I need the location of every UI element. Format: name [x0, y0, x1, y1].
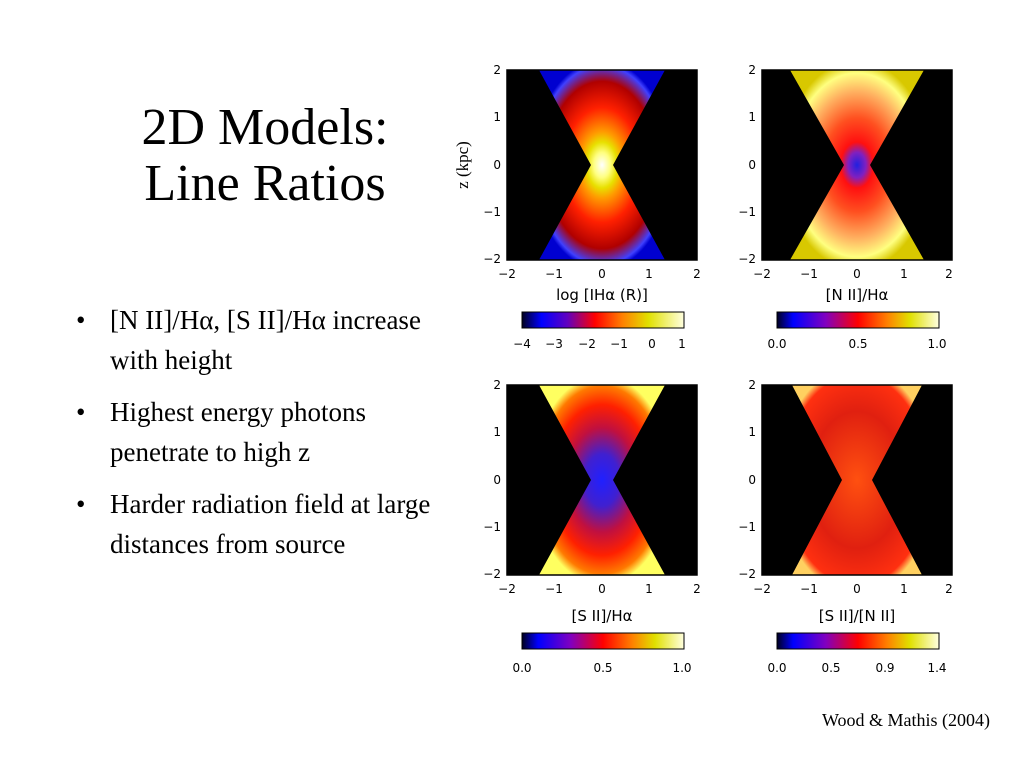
panel-xlabel: log [IHα (R)] [556, 286, 648, 304]
y-tick-label: 0 [493, 158, 501, 172]
y-tick-label: 0 [748, 158, 756, 172]
y-tick-label: −1 [483, 205, 501, 219]
bullet-list: [N II]/Hα, [S II]/Hα increase with heigh… [70, 300, 450, 576]
x-tick-label: 1 [645, 582, 653, 596]
colorbar-tick-label: 0.5 [593, 661, 612, 675]
colorbar [521, 311, 685, 329]
colorbar-tick-label: −1 [610, 337, 628, 351]
x-tick-label: −1 [545, 267, 563, 281]
x-tick-label: 2 [945, 582, 953, 596]
model-map [539, 70, 665, 260]
y-tick-label: 1 [493, 425, 501, 439]
figure-svg: z (kpc) 2 1 0 −1 −2 −2 −1 0 1 2 log [IHα… [453, 63, 953, 675]
x-tick-label: −2 [753, 582, 771, 596]
y-tick-label: −1 [738, 520, 756, 534]
colorbar-tick-label: 1 [678, 337, 686, 351]
x-tick-label: 1 [900, 267, 908, 281]
bullet-item: Harder radiation field at large distance… [70, 484, 450, 564]
x-tick-label: 0 [598, 582, 606, 596]
x-tick-label: 1 [645, 267, 653, 281]
colorbar-tick-label: 0.5 [821, 661, 840, 675]
y-tick-label: 1 [493, 110, 501, 124]
y-tick-label: −1 [483, 520, 501, 534]
panel-frame [761, 384, 953, 576]
y-tick-label: −2 [483, 567, 501, 581]
y-tick-label: 1 [748, 110, 756, 124]
x-tick-label: −1 [800, 582, 818, 596]
model-map [792, 385, 922, 575]
model-map [539, 385, 665, 575]
colorbar-tick-label: −2 [578, 337, 596, 351]
panel-sii-nii: 2 1 0 −1 −2 −2 −1 0 1 2 [S II]/[N II] 0.… [738, 378, 953, 675]
y-tick-label: 0 [493, 473, 501, 487]
colorbar-tick-label: 0.0 [767, 661, 786, 675]
model-figure: z (kpc) 2 1 0 −1 −2 −2 −1 0 1 2 log [IHα… [452, 60, 972, 695]
x-tick-label: 2 [945, 267, 953, 281]
colorbar-tick-label: 0.5 [848, 337, 867, 351]
figure-credit: Wood & Mathis (2004) [821, 710, 990, 730]
bullet-item: Highest energy photons penetrate to high… [70, 392, 450, 472]
colorbar-tick-label: 0 [648, 337, 656, 351]
panel-sii-ha: 2 1 0 −1 −2 −2 −1 0 1 2 [S II]/Hα 0.0 0.… [483, 378, 701, 675]
panel-frame [506, 69, 698, 261]
colorbar-tick-label: 0.0 [512, 661, 531, 675]
x-tick-label: 1 [900, 582, 908, 596]
x-tick-label: 2 [693, 582, 701, 596]
x-tick-label: −2 [753, 267, 771, 281]
x-tick-label: −1 [545, 582, 563, 596]
y-tick-label: 2 [748, 63, 756, 77]
colorbar-tick-label: −4 [513, 337, 531, 351]
colorbar-tick-label: 1.0 [672, 661, 691, 675]
y-tick-label: 2 [493, 63, 501, 77]
y-tick-label: 2 [493, 378, 501, 392]
x-tick-label: −2 [498, 267, 516, 281]
panel-frame [761, 69, 953, 261]
colorbar-tick-label: 1.4 [927, 661, 946, 675]
colorbar-tick-label: 0.0 [767, 337, 786, 351]
x-tick-label: −2 [498, 582, 516, 596]
panel-frame [506, 384, 698, 576]
colorbar [521, 632, 685, 650]
colorbar-tick-label: 1.0 [927, 337, 946, 351]
x-tick-label: 0 [853, 267, 861, 281]
x-tick-label: 0 [853, 582, 861, 596]
title-line-1: 2D Models: [141, 99, 389, 156]
panel-xlabel: [S II]/[N II] [819, 607, 895, 625]
x-tick-label: −1 [800, 267, 818, 281]
y-tick-label: 0 [748, 473, 756, 487]
y-tick-label: 1 [748, 425, 756, 439]
colorbar [776, 311, 940, 329]
y-axis-label: z (kpc) [453, 141, 472, 189]
panel-xlabel: [S II]/Hα [571, 607, 632, 625]
title-line-2: Line Ratios [144, 155, 386, 212]
colorbar [776, 632, 940, 650]
y-tick-label: 2 [748, 378, 756, 392]
y-tick-label: −2 [738, 567, 756, 581]
colorbar-tick-label: 0.9 [875, 661, 894, 675]
y-tick-label: −2 [483, 252, 501, 266]
bullet-item: [N II]/Hα, [S II]/Hα increase with heigh… [70, 300, 450, 380]
slide-title: 2D Models: Line Ratios [60, 100, 470, 212]
x-tick-label: 0 [598, 267, 606, 281]
x-tick-label: 2 [693, 267, 701, 281]
model-map [790, 70, 924, 260]
panel-xlabel: [N II]/Hα [826, 286, 889, 304]
panel-intensity: 2 1 0 −1 −2 −2 −1 0 1 2 log [IHα (R)] −4… [483, 63, 701, 351]
y-tick-label: −1 [738, 205, 756, 219]
panel-nii-ha: 2 1 0 −1 −2 −2 −1 0 1 2 [N II]/Hα 0.0 0.… [738, 63, 953, 351]
colorbar-tick-label: −3 [545, 337, 563, 351]
y-tick-label: −2 [738, 252, 756, 266]
